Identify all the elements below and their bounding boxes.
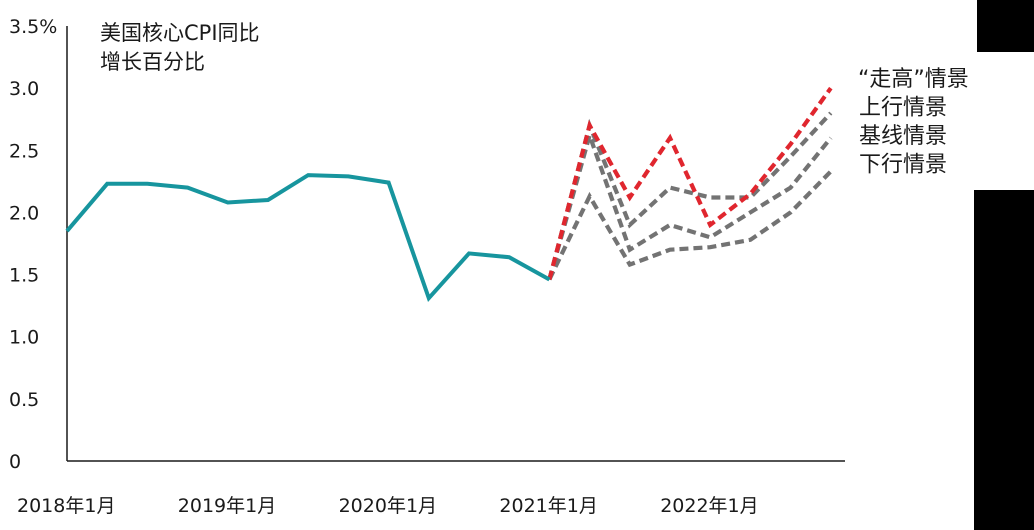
legend-item-lower: 下行情景 [859, 153, 947, 178]
chart-title-line: 美国核心CPI同比 [100, 21, 260, 45]
y-tick-label: 0.5 [9, 389, 39, 411]
series-line-high [547, 86, 833, 281]
x-tick-label: 2021年1月 [499, 495, 597, 517]
y-tick-label: 1.0 [9, 327, 39, 349]
black-edge-block-top [977, 0, 1034, 52]
series-line-lower [547, 169, 833, 281]
x-tick-label: 2020年1月 [339, 495, 437, 517]
y-axis: 3.5% 3.0 2.5 2.0 1.5 1.0 0.5 0 [9, 16, 68, 473]
legend-item-upper: 上行情景 [859, 96, 947, 121]
y-tick-label: 0 [9, 451, 21, 473]
series-line-baseline [547, 128, 833, 281]
series-line-upper [547, 111, 833, 281]
legend-item-high: “走高”情景 [858, 67, 969, 92]
y-tick-label: 1.5 [9, 265, 39, 287]
y-tick-label: 2.0 [9, 202, 39, 224]
chart-title-line: 增长百分比 [100, 50, 205, 74]
series-lines [65, 86, 833, 303]
legend-item-baseline: 基线情景 [859, 124, 947, 149]
x-tick-label: 2019年1月 [178, 495, 276, 517]
y-tick-label: 2.5 [9, 140, 39, 162]
y-tick-label: 3.5% [9, 16, 57, 38]
x-axis: 2018年1月 2019年1月 2020年1月 2021年1月 2022年1月 [17, 460, 845, 517]
y-tick-label: 3.0 [9, 78, 39, 100]
series-line-historical [65, 173, 551, 303]
black-edge-block-bottom [974, 190, 1034, 530]
x-tick-label: 2022年1月 [660, 495, 758, 517]
x-tick-label: 2018年1月 [17, 495, 115, 517]
